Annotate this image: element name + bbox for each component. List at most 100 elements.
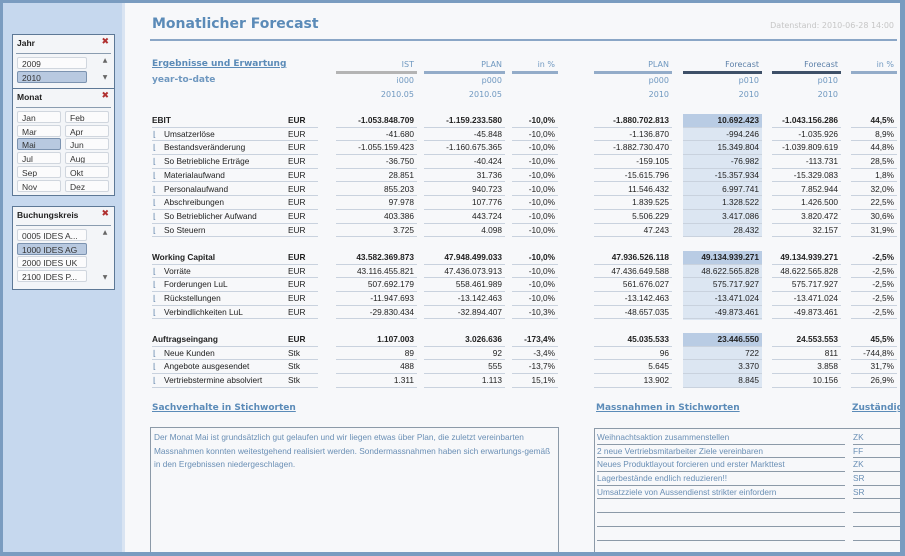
results-section-link[interactable]: Ergebnisse und Erwartung (152, 59, 287, 69)
value-cell: -3,4% (512, 347, 558, 361)
clear-filter-icon[interactable]: ✖ (101, 37, 109, 47)
measure-row[interactable] (595, 527, 900, 541)
slicer-item[interactable]: 1000 IDES AG (17, 242, 87, 255)
slicer-item[interactable]: 2100 IDES P... (17, 270, 87, 283)
measure-text[interactable] (597, 541, 845, 552)
group-label: EBIT (152, 114, 285, 128)
measure-owner[interactable] (853, 513, 900, 527)
value-cell: -41.680 (336, 128, 417, 142)
measure-row[interactable]: Umsatzziele von Aussendienst strikter ei… (595, 486, 900, 500)
measure-owner[interactable]: FF (853, 445, 900, 459)
slicer-item[interactable]: Jan (17, 111, 61, 123)
slicer-item[interactable]: Aug (65, 152, 109, 165)
scroll-down-icon[interactable]: ▼ (102, 273, 108, 281)
value-cell: 940.723 (424, 183, 505, 197)
measure-owner[interactable]: ZK (853, 431, 900, 445)
measure-text[interactable]: Umsatzziele von Aussendienst strikter ei… (597, 486, 845, 500)
slicer-item[interactable]: Apr (65, 124, 109, 137)
tree-branch-icon: ⌊ (153, 280, 157, 290)
slicer-item[interactable]: 2000 IDES UK (17, 256, 87, 269)
measure-text[interactable]: Weihnachtsaktion zusammenstellen (597, 431, 845, 445)
value-cell: 443.724 (424, 210, 505, 224)
measures-section-link[interactable]: Massnahmen in Stichworten (596, 403, 740, 413)
row-label-text: Materialaufwand (164, 169, 225, 180)
scroll-down-icon[interactable]: ▼ (102, 74, 108, 82)
slicer-item[interactable]: 2010 (17, 70, 87, 83)
measure-text[interactable] (597, 527, 845, 541)
measure-row[interactable]: Neues Produktlayout forcieren und erster… (595, 458, 900, 473)
value-cell: 3.858 (772, 360, 841, 375)
row-label: ⌊ Bestandsveränderung (152, 141, 285, 156)
owner-section-link[interactable]: Zuständig (852, 403, 900, 413)
slicer-item[interactable]: Nov (17, 179, 61, 192)
row-label-text: So Betriebliche Erträge (164, 156, 250, 167)
row-label: ⌊ Umsatzerlöse (152, 128, 285, 142)
measure-text[interactable]: Lagerbestände endlich reduzieren!! (597, 472, 845, 486)
value-cell: -13,7% (512, 360, 558, 375)
column-version: p010 (738, 76, 759, 85)
slicer-item[interactable]: Dez (65, 179, 109, 192)
measure-text[interactable] (597, 513, 845, 527)
value-cell: -2,5% (851, 265, 897, 279)
notes-section-link[interactable]: Sachverhalte in Stichworten (152, 403, 296, 413)
value-cell: -29.830.434 (336, 306, 417, 320)
value-cell: -49.873.461 (772, 306, 841, 320)
dashboard-sheet: Jahr ✖ 2009 2010 ▲ ▼ Monat ✖ Jan Feb Mar Apr Mai Jun J… (3, 3, 900, 552)
forecast-highlight (683, 114, 762, 238)
slicer-item[interactable]: Mar (17, 124, 61, 137)
row-label: ⌊ Personalaufwand (152, 183, 285, 197)
measure-owner[interactable]: SR (853, 486, 900, 500)
unit-cell: EUR (285, 183, 318, 197)
value-cell: -48.657.035 (594, 306, 672, 320)
measure-owner[interactable] (853, 500, 900, 514)
value-cell: -10,0% (512, 141, 558, 156)
notes-textbox[interactable]: Der Monat Mai ist grundsätzlich gut gela… (150, 427, 559, 552)
value-cell: -2,5% (851, 278, 897, 293)
row-label: ⌊ Vorräte (152, 265, 285, 279)
measure-row[interactable]: Weihnachtsaktion zusammenstellen ZK (595, 431, 900, 445)
slicer-item[interactable]: Jul (17, 152, 61, 165)
value-cell: 23.446.550 (683, 333, 762, 347)
measure-row[interactable] (595, 513, 900, 527)
measure-text[interactable]: Neues Produktlayout forcieren und erster… (597, 458, 845, 473)
measure-row[interactable]: Lagerbestände endlich reduzieren!! SR (595, 472, 900, 486)
slicer-item[interactable]: Okt (65, 165, 109, 178)
slicer-scrollbar[interactable]: ▲ (102, 229, 108, 236)
column-period: 2010 (817, 90, 838, 99)
clear-filter-icon[interactable]: ✖ (101, 209, 109, 219)
slicer-item[interactable]: Mai (17, 138, 61, 151)
slicer-item[interactable]: Feb (65, 111, 109, 123)
measure-text[interactable]: 2 neue Vertriebsmitarbeiter Ziele verein… (597, 445, 845, 459)
value-cell: 45,5% (851, 333, 897, 347)
value-cell: 555 (424, 360, 505, 375)
value-cell: -1.136.870 (594, 128, 672, 142)
value-cell: -10,0% (512, 224, 558, 238)
clear-filter-icon[interactable]: ✖ (101, 91, 109, 101)
column-version: p000 (648, 76, 669, 85)
value-cell: 3.417.086 (683, 210, 762, 224)
row-label-text: Personalaufwand (164, 183, 229, 194)
measure-text[interactable] (597, 500, 845, 514)
slicer-item[interactable]: Jun (65, 138, 109, 151)
slicer-item[interactable]: Sep (17, 165, 61, 178)
row-label-text: Working Capital (152, 252, 216, 262)
measure-row[interactable] (595, 541, 900, 552)
value-cell: -2,5% (851, 251, 897, 265)
measure-owner[interactable] (853, 527, 900, 541)
slicer-scrollbar[interactable]: ▲ (102, 57, 108, 64)
measure-owner[interactable]: SR (853, 472, 900, 486)
unit-cell: EUR (285, 265, 318, 279)
measure-owner[interactable]: ZK (853, 458, 900, 473)
slicer-item[interactable]: 2009 (17, 57, 87, 69)
slicer-divider (16, 225, 111, 226)
measure-row[interactable] (595, 500, 900, 514)
column-header-bar (336, 71, 417, 74)
group-label: Working Capital (152, 251, 285, 265)
column-header: IST (401, 60, 414, 69)
slicer-item[interactable]: 0005 IDES A... (17, 229, 87, 241)
value-cell: -159.105 (594, 155, 672, 169)
measure-owner[interactable] (853, 541, 900, 552)
tree-branch-icon: ⌊ (153, 362, 157, 372)
slicer-title: Monat (17, 92, 43, 102)
measure-row[interactable]: 2 neue Vertriebsmitarbeiter Ziele verein… (595, 445, 900, 459)
